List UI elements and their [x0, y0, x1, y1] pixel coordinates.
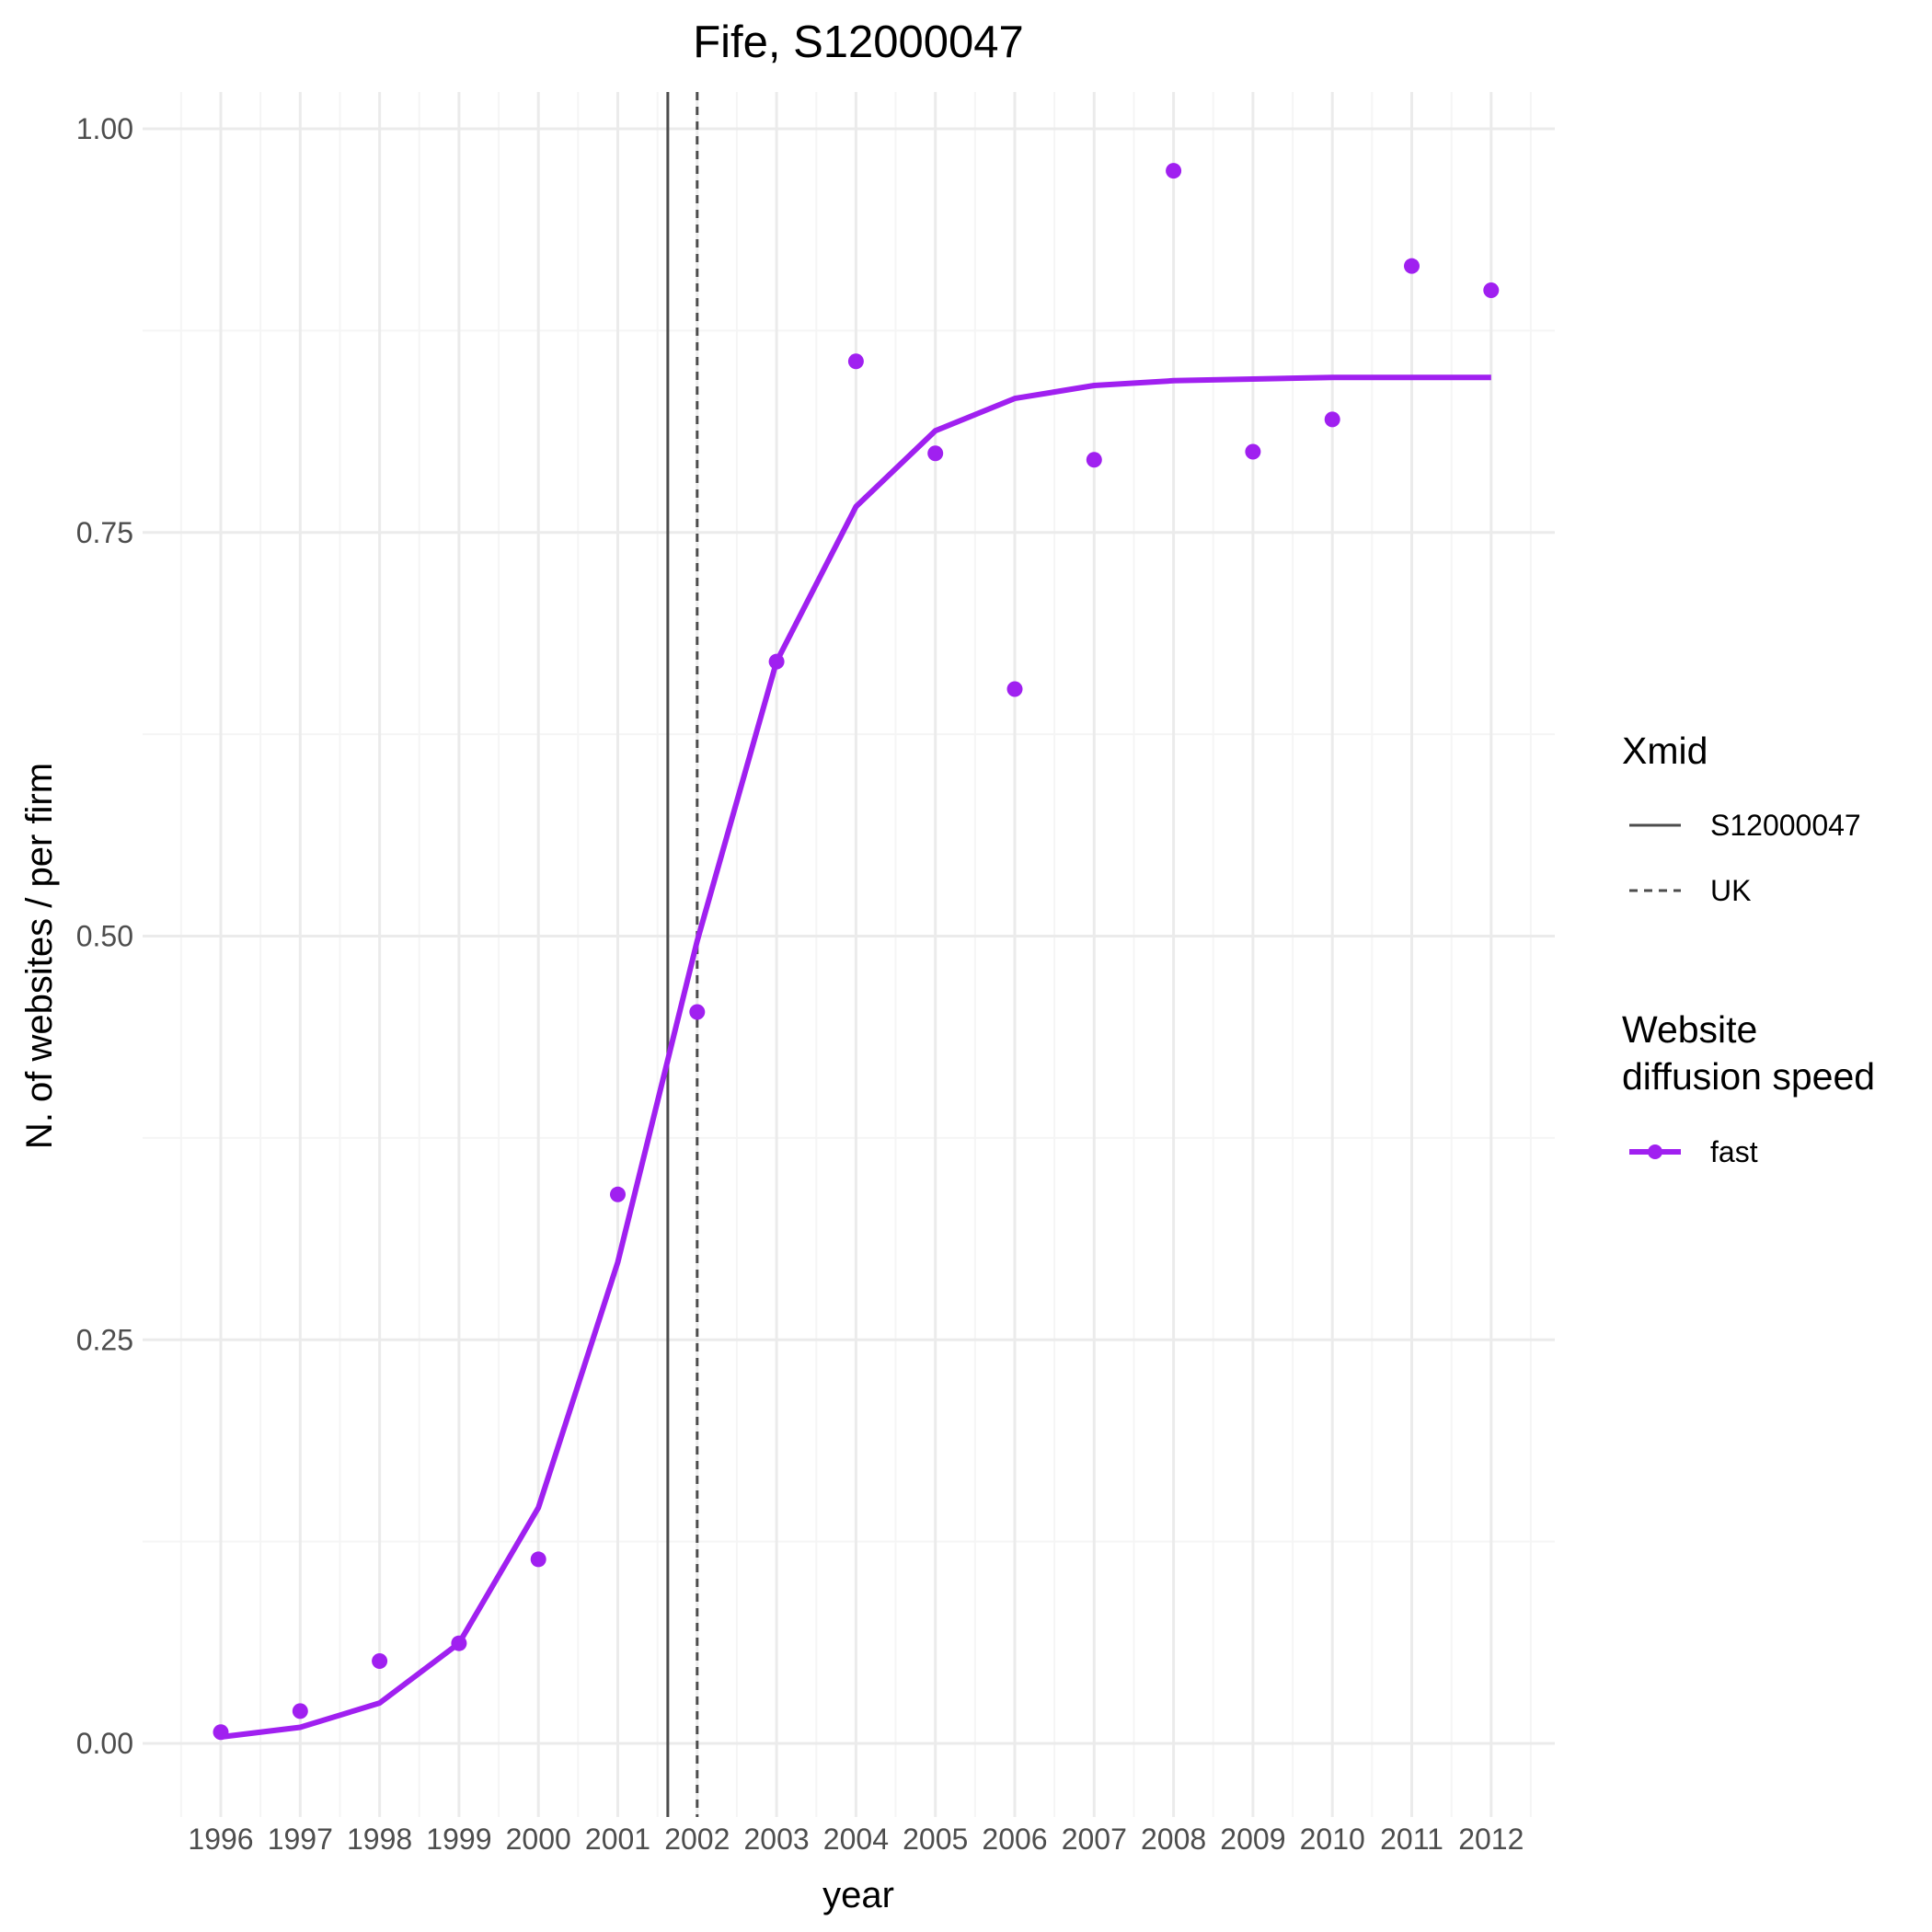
x-tick-label: 2007 [1062, 1823, 1127, 1856]
legend-title-xmid: Xmid [1622, 730, 1708, 772]
x-tick-label: 2000 [506, 1823, 571, 1856]
x-tick-label: 1996 [188, 1823, 253, 1856]
data-point [1006, 681, 1023, 697]
data-point [1483, 282, 1500, 298]
x-tick-label: 2003 [744, 1823, 810, 1856]
legend-title-speed-line2: diffusion speed [1622, 1055, 1875, 1098]
x-tick-label: 2002 [664, 1823, 730, 1856]
legend-label-s12000047: S12000047 [1710, 809, 1861, 842]
legend-title-speed-line1: Website [1622, 1008, 1757, 1051]
x-tick-label: 1998 [347, 1823, 412, 1856]
legend-key-fast-point [1648, 1144, 1662, 1159]
data-point [1245, 443, 1261, 460]
data-point [768, 653, 785, 670]
x-tick-label: 2005 [903, 1823, 968, 1856]
data-point [610, 1186, 626, 1202]
fitted-curve-layer [220, 374, 1491, 1740]
legend-label-fast: fast [1710, 1135, 1758, 1168]
x-tick-label: 2008 [1141, 1823, 1206, 1856]
data-point [1324, 411, 1340, 428]
x-tick-label: 2010 [1300, 1823, 1365, 1856]
chart-title: Fife, S12000047 [693, 17, 1024, 67]
major-gridlines [143, 92, 1555, 1817]
x-axis-ticks: 1996 1997 1998 1999 2000 2001 2002 2003 2004 2005… [188, 1823, 1524, 1856]
x-tick-label: 2006 [982, 1823, 1047, 1856]
x-axis-title: year [822, 1875, 894, 1915]
data-point [1166, 163, 1182, 179]
data-point [1404, 258, 1420, 274]
x-tick-label: 2004 [823, 1823, 889, 1856]
y-axis-title: N. of websites / per firm [19, 763, 60, 1149]
data-point [292, 1703, 308, 1719]
x-tick-label: 2001 [585, 1823, 650, 1856]
minor-gridlines [143, 92, 1555, 1817]
x-tick-label: 2012 [1458, 1823, 1524, 1856]
data-point [927, 445, 944, 462]
y-tick-label: 0.75 [76, 516, 133, 549]
data-point [1086, 452, 1102, 468]
data-point [530, 1551, 546, 1568]
x-tick-label: 1999 [426, 1823, 491, 1856]
x-tick-label: 1997 [268, 1823, 333, 1856]
data-points-layer [213, 163, 1500, 1741]
x-tick-label: 2009 [1220, 1823, 1285, 1856]
xmid-lines [666, 92, 699, 1817]
fitted-curve [220, 374, 1491, 1740]
data-point [372, 1652, 388, 1669]
data-point [451, 1635, 467, 1651]
x-tick-label: 2011 [1380, 1823, 1443, 1856]
data-point [689, 1004, 706, 1020]
y-tick-label: 1.00 [76, 112, 133, 145]
data-point [847, 353, 864, 370]
legend: Xmid S12000047 UK Website diffusion spee… [1622, 730, 1875, 1168]
legend-label-uk: UK [1710, 874, 1751, 907]
y-axis-ticks: 0.00 0.25 0.50 0.75 1.00 [76, 112, 133, 1760]
y-tick-label: 0.50 [76, 920, 133, 953]
y-tick-label: 0.00 [76, 1727, 133, 1760]
data-point [213, 1724, 229, 1741]
y-tick-label: 0.25 [76, 1323, 133, 1356]
